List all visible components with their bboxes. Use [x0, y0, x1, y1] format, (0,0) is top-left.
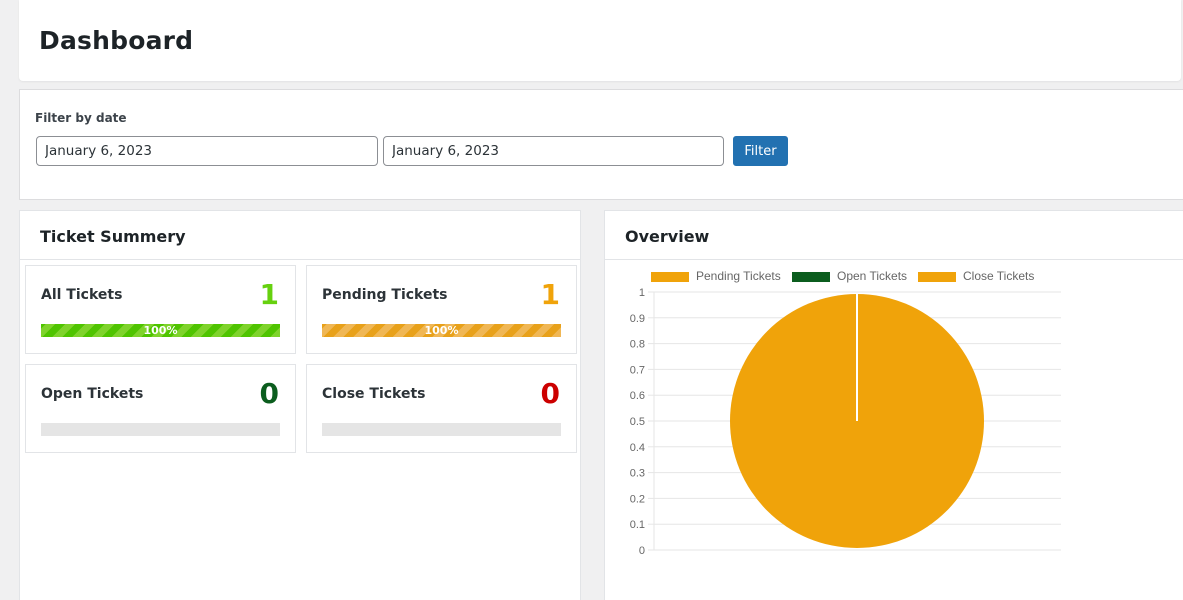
header-card: Dashboard: [19, 0, 1181, 81]
progress-bar: 100%: [322, 324, 561, 337]
overview-panel: Overview 0 0.1 0.2 0.3 0.4 0.5 0.6 0.7 0.8 0.9 1 Pe…: [604, 210, 1183, 600]
stat-label: All Tickets: [41, 287, 123, 303]
y-tick-label: 0.3: [630, 468, 645, 480]
ticket-summary-title: Ticket Summery: [20, 211, 580, 260]
legend-swatch: [792, 272, 830, 282]
y-tick-label: 0.9: [630, 313, 645, 325]
date-from-input[interactable]: [36, 136, 378, 166]
legend-label: Open Tickets: [837, 269, 907, 283]
legend-label: Close Tickets: [963, 269, 1034, 283]
y-tick-label: 1: [639, 287, 645, 299]
y-tick-label: 0.5: [630, 416, 645, 428]
filter-button[interactable]: Filter: [733, 136, 788, 166]
page-title: Dashboard: [39, 26, 194, 55]
stat-label: Close Tickets: [322, 386, 426, 402]
progress-fill: 100%: [41, 324, 280, 337]
progress-bar: [41, 423, 280, 436]
progress-bar: [322, 423, 561, 436]
stat-card-all-tickets: All Tickets 1 100%: [25, 265, 296, 354]
y-tick-label: 0.1: [630, 519, 645, 531]
stat-count: 1: [540, 278, 560, 311]
stat-count: 0: [540, 377, 560, 410]
stat-label: Pending Tickets: [322, 287, 448, 303]
ticket-summary-panel: Ticket Summery All Tickets 1 100% Pendin…: [19, 210, 581, 600]
stat-label: Open Tickets: [41, 386, 144, 402]
progress-bar: 100%: [41, 324, 280, 337]
legend-swatch: [918, 272, 956, 282]
legend-swatch: [651, 272, 689, 282]
stat-card-pending-tickets: Pending Tickets 1 100%: [306, 265, 577, 354]
y-tick-label: 0: [639, 545, 645, 557]
legend-label: Pending Tickets: [696, 269, 781, 283]
progress-fill: 100%: [322, 324, 561, 337]
stat-count: 0: [259, 377, 279, 410]
y-tick-label: 0.7: [630, 364, 645, 376]
y-tick-label: 0.6: [630, 390, 645, 402]
filter-label: Filter by date: [35, 111, 127, 125]
stat-count: 1: [259, 278, 279, 311]
stat-card-close-tickets: Close Tickets 0: [306, 364, 577, 453]
overview-title: Overview: [605, 211, 1183, 260]
overview-pie-chart: 0 0.1 0.2 0.3 0.4 0.5 0.6 0.7 0.8 0.9 1 Pending Tic…: [630, 269, 1061, 557]
stat-card-open-tickets: Open Tickets 0: [25, 364, 296, 453]
y-tick-label: 0.2: [630, 493, 645, 505]
filter-card: Filter by date Filter: [19, 89, 1183, 200]
y-tick-label: 0.4: [630, 442, 645, 454]
y-tick-label: 0.8: [630, 339, 645, 351]
date-to-input[interactable]: [383, 136, 724, 166]
